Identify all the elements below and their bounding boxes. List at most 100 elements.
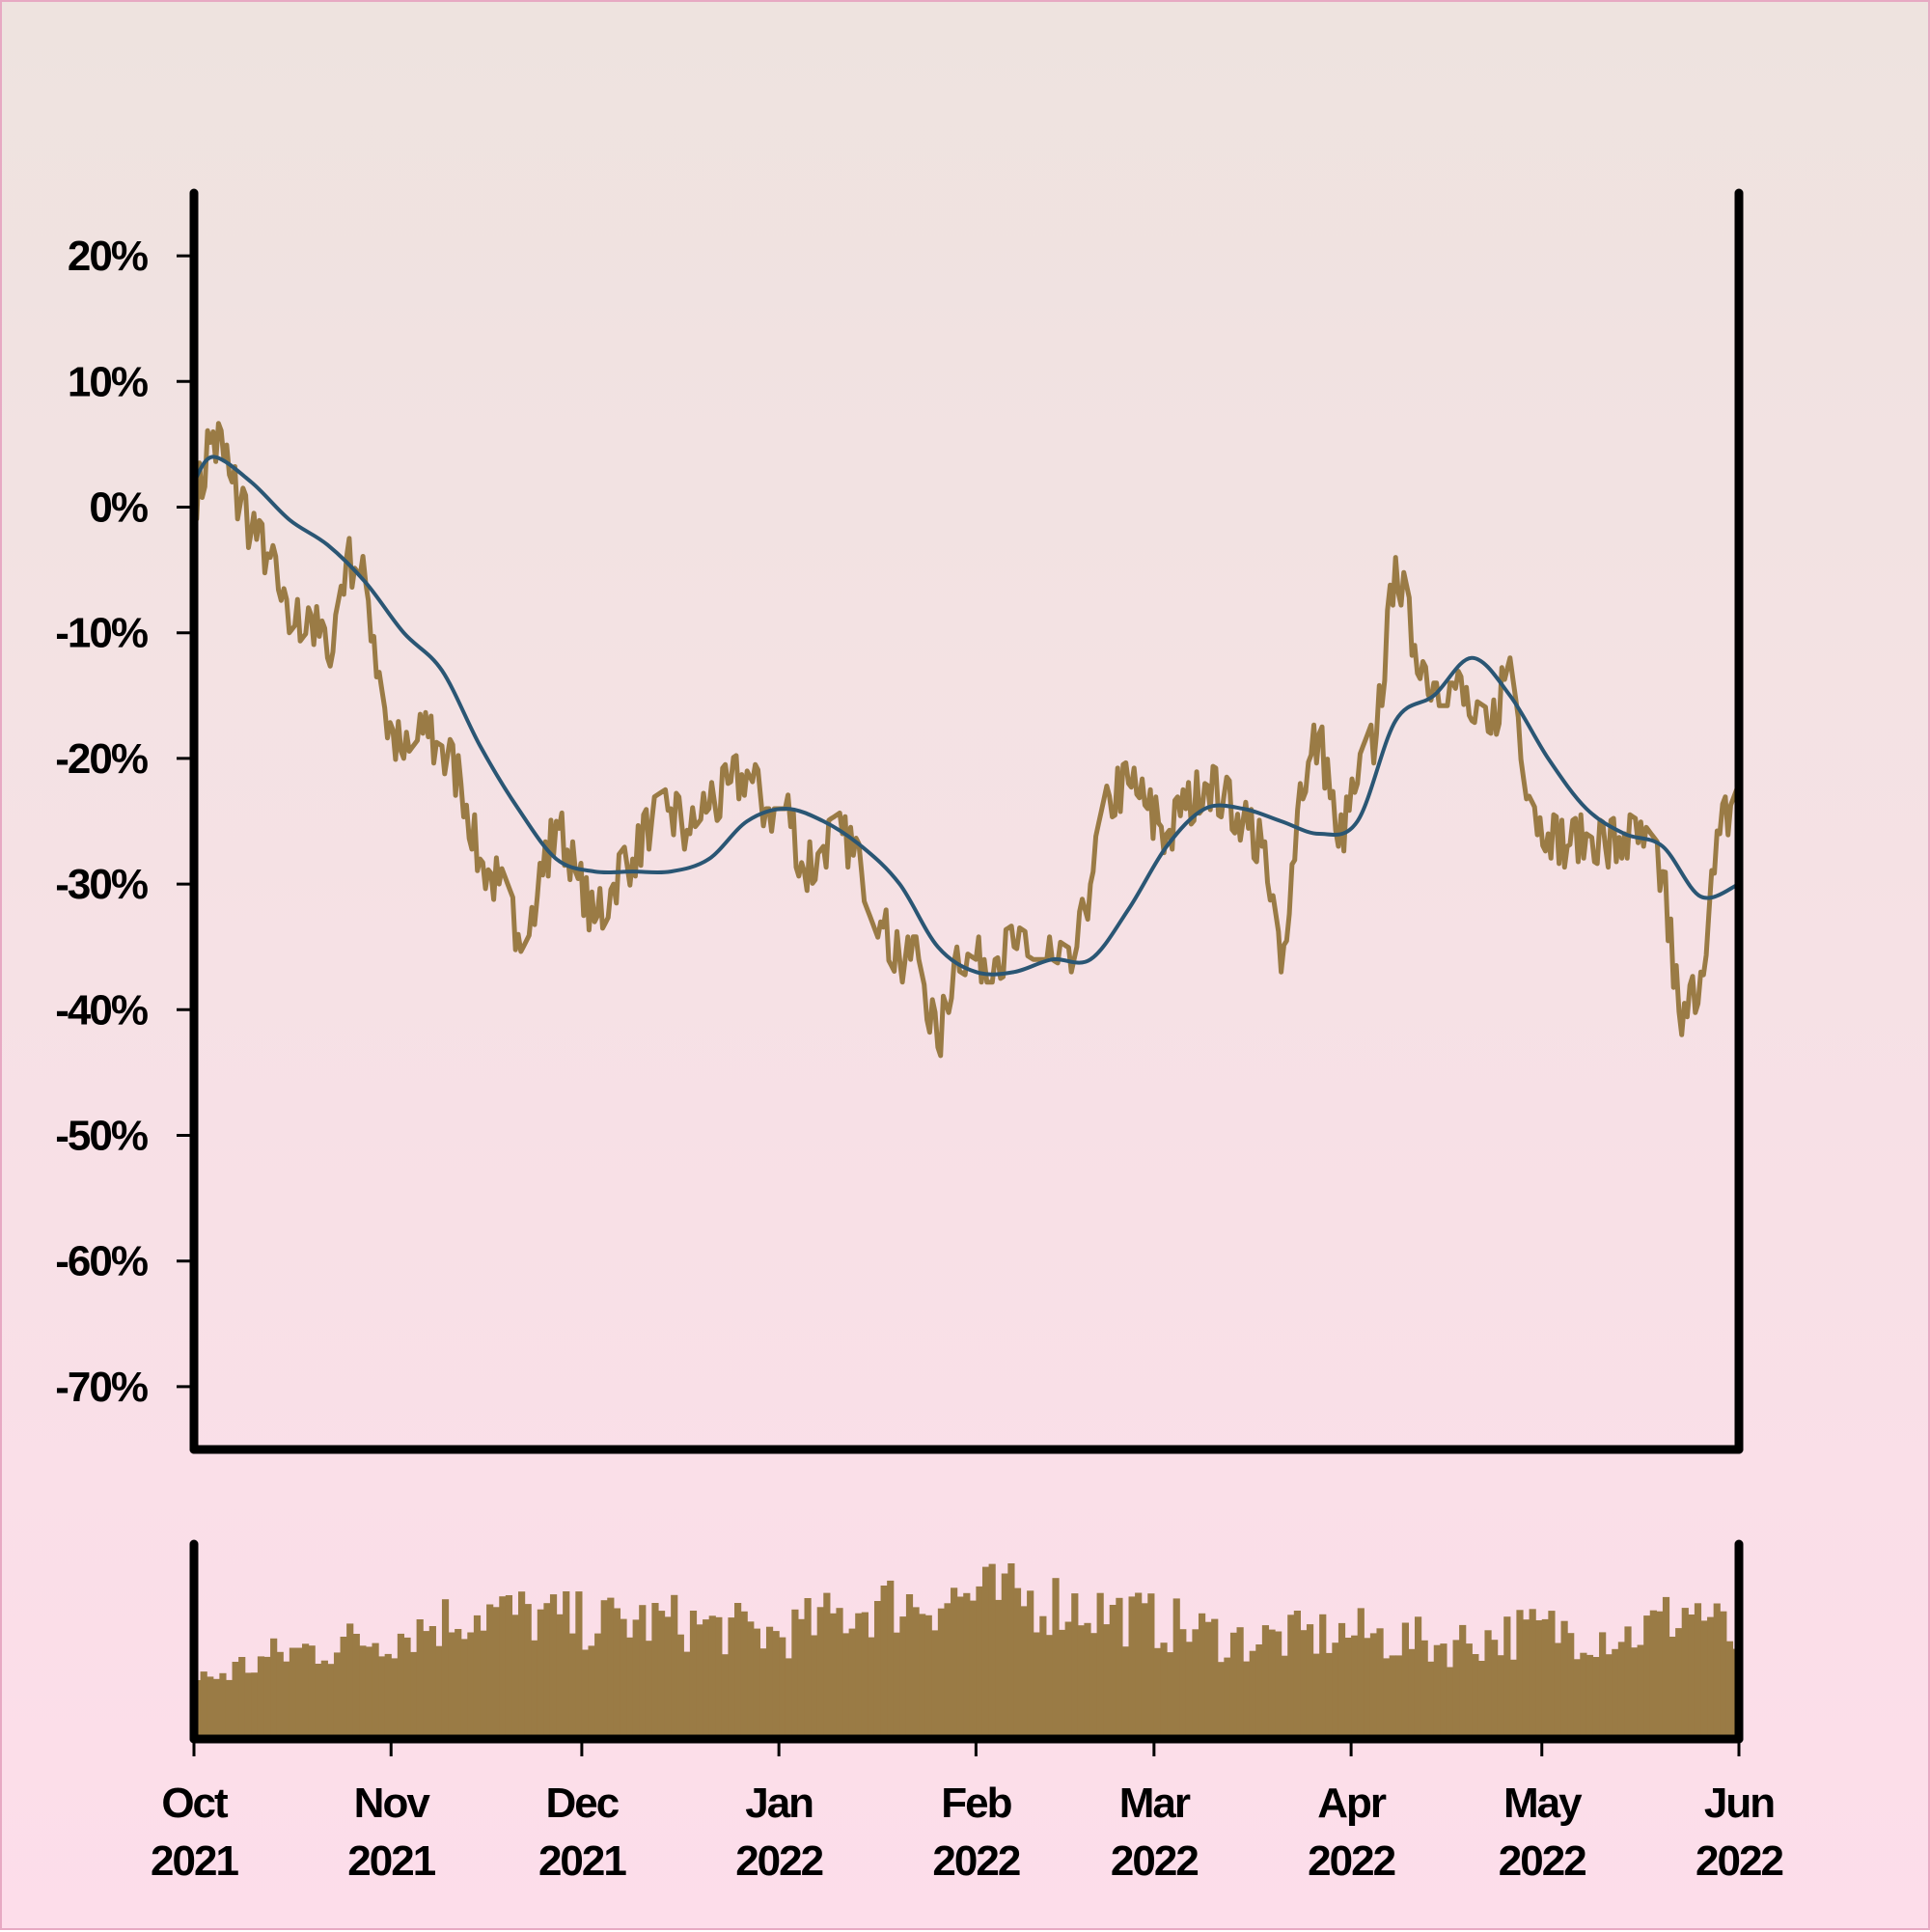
y-tick-label: -60%	[55, 1238, 148, 1285]
volume-bar	[1376, 1628, 1384, 1739]
volume-bar	[645, 1641, 652, 1739]
x-tick-label-month: May	[1503, 1780, 1583, 1827]
volume-bar	[1414, 1616, 1422, 1739]
volume-bar	[779, 1637, 786, 1739]
volume-bar	[1293, 1611, 1301, 1739]
volume-bar	[1694, 1603, 1702, 1739]
volume-bar	[320, 1660, 328, 1739]
volume-bar	[899, 1616, 907, 1739]
moving-average-line	[192, 455, 1740, 977]
volume-bar	[734, 1603, 742, 1739]
volume-bar	[244, 1672, 252, 1739]
x-tick-label-month: Dec	[546, 1780, 620, 1827]
volume-bar	[765, 1626, 774, 1739]
volume-bar	[689, 1611, 698, 1739]
volume-bar	[1064, 1621, 1072, 1739]
volume-bar	[1541, 1618, 1549, 1739]
volume-bar	[740, 1611, 748, 1739]
volume-bar	[893, 1632, 900, 1739]
volume-bar	[1268, 1629, 1276, 1739]
volume-bar	[359, 1645, 367, 1739]
volume-bar	[200, 1671, 207, 1739]
volume-bar	[1509, 1659, 1517, 1739]
volume-bar	[1725, 1641, 1734, 1739]
volume-bar	[683, 1651, 691, 1739]
volume-bar	[391, 1658, 399, 1739]
volume-bar	[981, 1566, 990, 1739]
volume-bar	[924, 1615, 932, 1739]
x-tick-label-month: Feb	[941, 1780, 1011, 1827]
volume-bar	[588, 1645, 595, 1739]
volume-bar	[639, 1605, 647, 1739]
volume-bar	[1261, 1625, 1270, 1739]
volume-bar	[423, 1631, 430, 1739]
volume-bar	[1337, 1622, 1346, 1739]
volume-bar	[816, 1607, 824, 1739]
x-tick-label-year: 2022	[932, 1837, 1019, 1885]
volume-bar	[219, 1672, 227, 1739]
volume-bar	[1096, 1592, 1104, 1739]
volume-bar	[1433, 1644, 1441, 1739]
price-series-line	[191, 421, 1742, 1059]
volume-bar	[759, 1648, 767, 1739]
volume-bar	[455, 1629, 462, 1739]
x-tick-label-month: Nov	[354, 1780, 431, 1827]
volume-bar	[1229, 1632, 1238, 1739]
volume-bar	[543, 1603, 551, 1739]
volume-bar	[1357, 1608, 1365, 1739]
volume-bar	[976, 1586, 983, 1739]
volume-bar	[1052, 1578, 1060, 1739]
volume-bar	[1477, 1661, 1486, 1739]
volume-bar	[657, 1611, 666, 1739]
volume-bar	[855, 1613, 863, 1739]
volume-bar	[492, 1607, 500, 1739]
y-tick-label: -40%	[55, 986, 148, 1034]
volume-bar	[1319, 1614, 1327, 1739]
volume-bar	[549, 1594, 558, 1739]
volume-bar	[944, 1603, 951, 1739]
volume-bar	[1084, 1622, 1091, 1739]
y-tick-label: -30%	[55, 861, 148, 908]
volume-bar	[696, 1624, 703, 1739]
volume-bar	[1720, 1611, 1727, 1739]
volume-bar	[1700, 1620, 1708, 1739]
volume-bar	[842, 1633, 850, 1739]
volume-bar	[1325, 1652, 1333, 1739]
volume-bar	[905, 1594, 914, 1739]
volume-bar	[1617, 1642, 1626, 1739]
volume-bar	[721, 1654, 730, 1739]
volume-bar	[829, 1613, 838, 1739]
y-tick-label: 20%	[68, 233, 148, 280]
volume-bar	[1688, 1615, 1696, 1739]
y-tick-label: 0%	[89, 484, 147, 532]
volume-bar	[315, 1664, 322, 1739]
volume-bar	[428, 1626, 436, 1739]
volume-bar	[352, 1634, 360, 1739]
volume-bar	[919, 1614, 926, 1739]
volume-bar	[563, 1591, 570, 1739]
volume-bar	[518, 1591, 526, 1739]
y-tick-label: -20%	[55, 735, 148, 783]
volume-bar	[1554, 1642, 1562, 1739]
volume-bar	[1275, 1631, 1282, 1739]
volume-bar	[1077, 1625, 1085, 1739]
volume-bar	[1656, 1611, 1664, 1739]
volume-bar	[581, 1649, 590, 1739]
volume-bar	[212, 1678, 220, 1739]
volume-bar	[1089, 1633, 1098, 1739]
volume-bar	[568, 1633, 576, 1739]
volume-bar	[1503, 1616, 1511, 1739]
volume-bar	[384, 1653, 392, 1739]
volume-bar	[1204, 1621, 1212, 1739]
volume-bar	[1128, 1596, 1136, 1739]
volume-bar	[1192, 1629, 1199, 1739]
volume-bar	[1484, 1630, 1492, 1739]
volume-bar	[1020, 1606, 1028, 1739]
volume-bar	[804, 1598, 812, 1739]
volume-bar	[372, 1642, 379, 1739]
volume-bar	[1007, 1563, 1015, 1739]
volume-bar	[327, 1664, 335, 1739]
volume-bar	[1395, 1655, 1403, 1739]
volume-bar	[524, 1604, 532, 1739]
